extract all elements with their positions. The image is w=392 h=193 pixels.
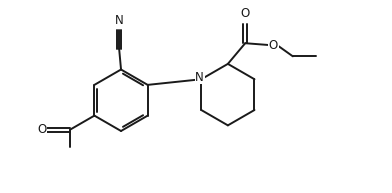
Text: O: O [269,39,278,52]
Text: N: N [115,14,123,27]
Text: O: O [241,7,250,20]
Text: N: N [195,70,204,84]
Text: O: O [37,123,47,136]
